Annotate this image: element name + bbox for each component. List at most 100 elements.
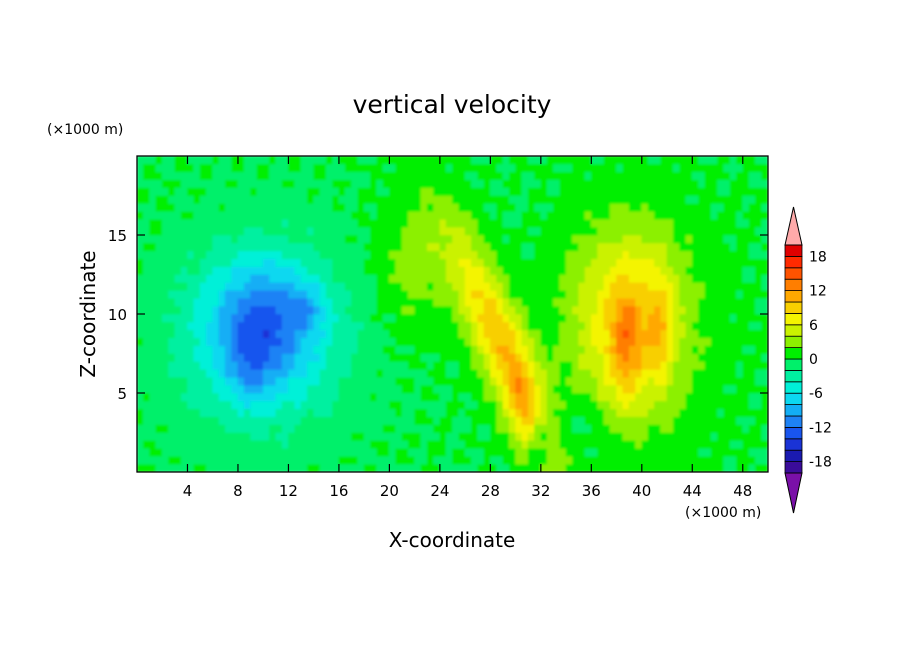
contour-cell (490, 384, 497, 394)
contour-cell (641, 242, 649, 252)
contour-cell (452, 156, 460, 165)
contour-cell (572, 266, 579, 275)
contour-cell (338, 440, 346, 449)
contour-cell (382, 432, 390, 441)
contour-cell (723, 266, 731, 275)
y-unit-label: (×1000 m) (47, 122, 123, 138)
contour-cell (673, 203, 680, 212)
contour-cell (553, 321, 561, 331)
contour-cell (603, 156, 611, 165)
contour-cell (527, 416, 535, 425)
contour-cell (635, 424, 643, 433)
contour-cell (231, 242, 239, 252)
contour-cell (666, 242, 674, 252)
contour-cell (149, 455, 157, 465)
contour-cell (212, 408, 220, 417)
contour-cell (527, 171, 535, 180)
contour-cell (206, 242, 214, 252)
contour-cell (414, 384, 422, 394)
contour-cell (225, 321, 232, 331)
contour-cell (691, 384, 699, 394)
contour-cell (483, 416, 491, 425)
contour-cell (578, 337, 586, 346)
contour-cell (161, 187, 169, 196)
contour-cell (660, 203, 668, 212)
contour-cell (313, 369, 321, 378)
contour-cell (603, 448, 611, 457)
colorbar-segment (784, 358, 803, 371)
contour-cell (250, 440, 258, 449)
contour-cell (534, 218, 542, 228)
contour-cell (496, 329, 504, 338)
contour-cell (344, 416, 352, 425)
contour-cell (641, 400, 649, 410)
contour-cell (654, 345, 662, 354)
contour-cell (534, 329, 542, 338)
contour-cell (137, 211, 144, 220)
contour-cell (710, 329, 718, 338)
contour-cell (445, 376, 453, 386)
contour-cell (193, 179, 201, 188)
contour-cell (477, 361, 485, 370)
contour-cell (717, 290, 725, 299)
contour-cell (225, 440, 232, 449)
contour-cell (294, 282, 302, 291)
contour-cell (584, 392, 592, 402)
colorbar-tick-label: 12 (809, 284, 827, 300)
contour-cell (691, 376, 699, 386)
contour-cell (546, 361, 554, 370)
contour-cell (578, 282, 586, 291)
contour-cell (540, 400, 548, 410)
contour-cell (679, 392, 687, 402)
contour-cell (401, 455, 409, 465)
contour-cell (445, 274, 453, 283)
contour-cell (515, 392, 523, 402)
contour-cell (685, 171, 693, 180)
contour-cell (761, 432, 768, 441)
contour-cell (704, 242, 712, 252)
contour-cell (553, 274, 561, 283)
contour-cell (452, 179, 460, 188)
contour-cell (691, 392, 699, 402)
contour-cell (370, 361, 378, 370)
contour-cell (382, 337, 390, 346)
contour-cell (338, 408, 346, 417)
contour-cell (357, 361, 365, 370)
contour-cell (591, 290, 598, 299)
contour-cell (685, 376, 693, 386)
contour-cell (414, 392, 422, 402)
contour-cell (502, 463, 510, 472)
contour-cell (193, 258, 201, 267)
contour-cell (275, 463, 283, 472)
contour-cell (143, 195, 150, 204)
contour-cell (597, 345, 605, 354)
contour-cell (654, 282, 662, 291)
contour-cell (729, 218, 737, 228)
contour-cell (540, 211, 548, 220)
contour-cell (357, 329, 365, 338)
contour-cell (673, 361, 680, 370)
contour-cell (363, 345, 371, 354)
contour-cell (161, 392, 169, 402)
contour-cell (199, 163, 207, 173)
contour-cell (490, 463, 497, 472)
contour-cell (363, 353, 371, 362)
contour-cell (218, 353, 226, 362)
contour-cell (477, 290, 485, 299)
contour-cell (666, 282, 674, 291)
contour-cell (578, 195, 586, 204)
contour-cell (578, 416, 586, 425)
contour-cell (666, 440, 674, 449)
contour-cell (723, 361, 731, 370)
contour-cell (326, 416, 333, 425)
contour-cell (761, 400, 768, 410)
contour-cell (180, 416, 188, 425)
contour-cell (635, 416, 643, 425)
contour-cell (357, 195, 365, 204)
contour-cell (748, 163, 756, 173)
contour-cell (755, 250, 762, 259)
contour-cell (515, 369, 523, 378)
contour-cell (225, 211, 232, 220)
contour-cell (729, 258, 737, 267)
contour-cell (269, 195, 277, 204)
